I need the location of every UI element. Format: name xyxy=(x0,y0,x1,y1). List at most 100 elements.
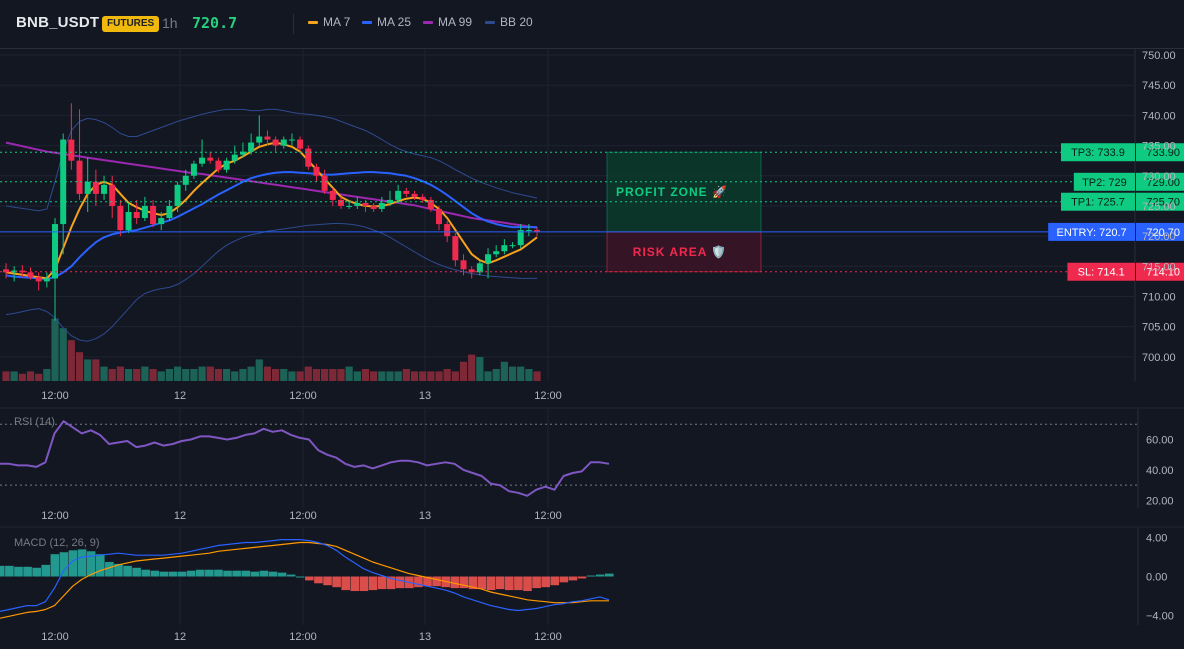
time-axis-label: 12:00 xyxy=(41,631,69,643)
macd-histogram-bar xyxy=(523,576,532,592)
volume-bar xyxy=(280,369,288,381)
macd-histogram-bar xyxy=(386,576,396,590)
pane-separator-rsi[interactable] xyxy=(0,407,1184,409)
tp2-tag-label: TP2: 729 xyxy=(1082,177,1127,189)
candle-body xyxy=(35,277,42,282)
volume-bar xyxy=(378,371,386,381)
legend-ma7[interactable]: MA 7 xyxy=(308,15,350,29)
macd-pane: MACD (12, 26, 9) 4.00 0.00 −4.00 xyxy=(0,533,1174,622)
macd-histogram-bar xyxy=(332,576,341,588)
volume-bar xyxy=(190,369,198,381)
volume-bar xyxy=(459,361,468,381)
macd-histogram-bar xyxy=(214,569,223,577)
candle-body xyxy=(509,245,516,247)
macd-histogram-bar xyxy=(595,574,605,577)
time-axis-label: 12 xyxy=(174,390,186,402)
risk-area[interactable] xyxy=(606,231,762,273)
trade-zones: PROFIT ZONE 🚀 RISK AREA 🛡️ xyxy=(606,151,762,273)
volume-bars xyxy=(2,318,541,381)
time-axis-label: 13 xyxy=(419,390,431,402)
candle-body xyxy=(395,190,402,200)
candle-body xyxy=(3,269,9,273)
entry-tag[interactable] xyxy=(1048,222,1135,241)
macd-histogram-bar xyxy=(605,573,614,577)
macd-histogram-bar xyxy=(59,552,69,577)
candle-body xyxy=(476,263,483,273)
volume-bar xyxy=(517,366,525,381)
time-axis-label: 13 xyxy=(419,631,431,643)
macd-histogram-bar xyxy=(105,561,114,577)
macd-histogram-bar xyxy=(195,569,205,577)
rsi-title: RSI (14) xyxy=(14,416,55,428)
macd-histogram-bar xyxy=(141,569,151,577)
legend-ma25[interactable]: MA 25 xyxy=(362,15,411,29)
candle-body xyxy=(256,136,263,143)
volume-bar xyxy=(206,366,214,381)
volume-bar xyxy=(451,371,459,381)
legend-bb20[interactable]: BB 20 xyxy=(485,15,533,29)
volume-bar xyxy=(500,361,508,381)
volume-bar xyxy=(345,366,353,381)
candle-body xyxy=(190,163,197,176)
price-axis-label: 750.00 xyxy=(1142,50,1176,62)
macd-histogram-bar xyxy=(514,576,523,591)
price-axis-label: 725.00 xyxy=(1142,201,1176,213)
rsi-axis-label: 60.00 xyxy=(1146,434,1174,446)
candlesticks xyxy=(3,103,541,321)
candle-body xyxy=(215,160,222,170)
candle-body xyxy=(207,157,214,161)
rsi-axis-label: 20.00 xyxy=(1146,495,1174,507)
tp2-tag[interactable] xyxy=(1073,172,1135,191)
volume-bar xyxy=(370,371,378,381)
sl-tag-label: SL: 714.1 xyxy=(1078,267,1125,279)
candle-body xyxy=(117,205,124,231)
macd-histogram-bar xyxy=(532,576,541,589)
macd-histogram-bar xyxy=(205,569,214,577)
volume-bar xyxy=(468,354,476,381)
candle-body xyxy=(288,139,295,141)
macd-histogram-bar xyxy=(486,576,496,591)
candle-body xyxy=(248,142,255,152)
legend-bb20-label: BB 20 xyxy=(500,15,533,29)
macd-histogram-bar xyxy=(432,576,441,587)
rsi-line xyxy=(0,420,610,497)
macd-histogram-bar xyxy=(132,567,141,577)
volume-bar xyxy=(353,371,361,381)
volume-bar xyxy=(247,366,255,381)
volume-bar xyxy=(67,340,75,381)
macd-histogram-bar xyxy=(368,576,378,591)
timeframe-selector[interactable]: 1h xyxy=(162,15,178,31)
symbol-name[interactable]: BNB_USDT xyxy=(16,14,100,31)
candle-body xyxy=(354,202,361,206)
tp2-axis-badge xyxy=(1136,172,1184,191)
volume-bar xyxy=(329,369,337,381)
sl-tag[interactable] xyxy=(1067,262,1135,281)
macd-title: MACD (12, 26, 9) xyxy=(14,537,100,549)
tp3-tag[interactable] xyxy=(1061,143,1135,162)
macd-histogram-bar xyxy=(95,554,105,577)
volume-bar xyxy=(157,371,165,381)
price-axis-label: 745.00 xyxy=(1142,80,1176,92)
tp1-axis-value: 725.70 xyxy=(1146,197,1180,209)
time-axis-label: 12:00 xyxy=(289,510,317,522)
macd-histogram-bar xyxy=(414,576,423,588)
macd-histogram-bar xyxy=(77,549,87,577)
candle-body xyxy=(485,254,492,264)
grid xyxy=(0,49,1135,625)
macd-series xyxy=(0,538,614,619)
macd-axis-label: 4.00 xyxy=(1146,533,1167,545)
pane-separator-macd[interactable] xyxy=(0,526,1184,528)
price-axis-label: 735.00 xyxy=(1142,141,1176,153)
futures-badge: FUTURES xyxy=(102,16,160,32)
candle-body xyxy=(525,230,532,232)
volume-bar xyxy=(410,371,419,381)
rsi-pane: RSI (14) 60.00 40.00 20.00 xyxy=(0,416,1174,507)
legend-ma99[interactable]: MA 99 xyxy=(423,15,472,29)
time-axis-label: 12:00 xyxy=(41,390,69,402)
time-axes: 12:00 12 12:00 13 12:00 12:00 12 12:00 13 12:00 12… xyxy=(41,390,562,643)
tp1-tag[interactable] xyxy=(1061,192,1135,211)
volume-bar xyxy=(484,371,492,381)
price-axis[interactable]: 750.00 745.00 740.00 735.00 730.00 725.00 720.… xyxy=(1142,50,1176,364)
entry-axis-badge xyxy=(1136,222,1184,241)
